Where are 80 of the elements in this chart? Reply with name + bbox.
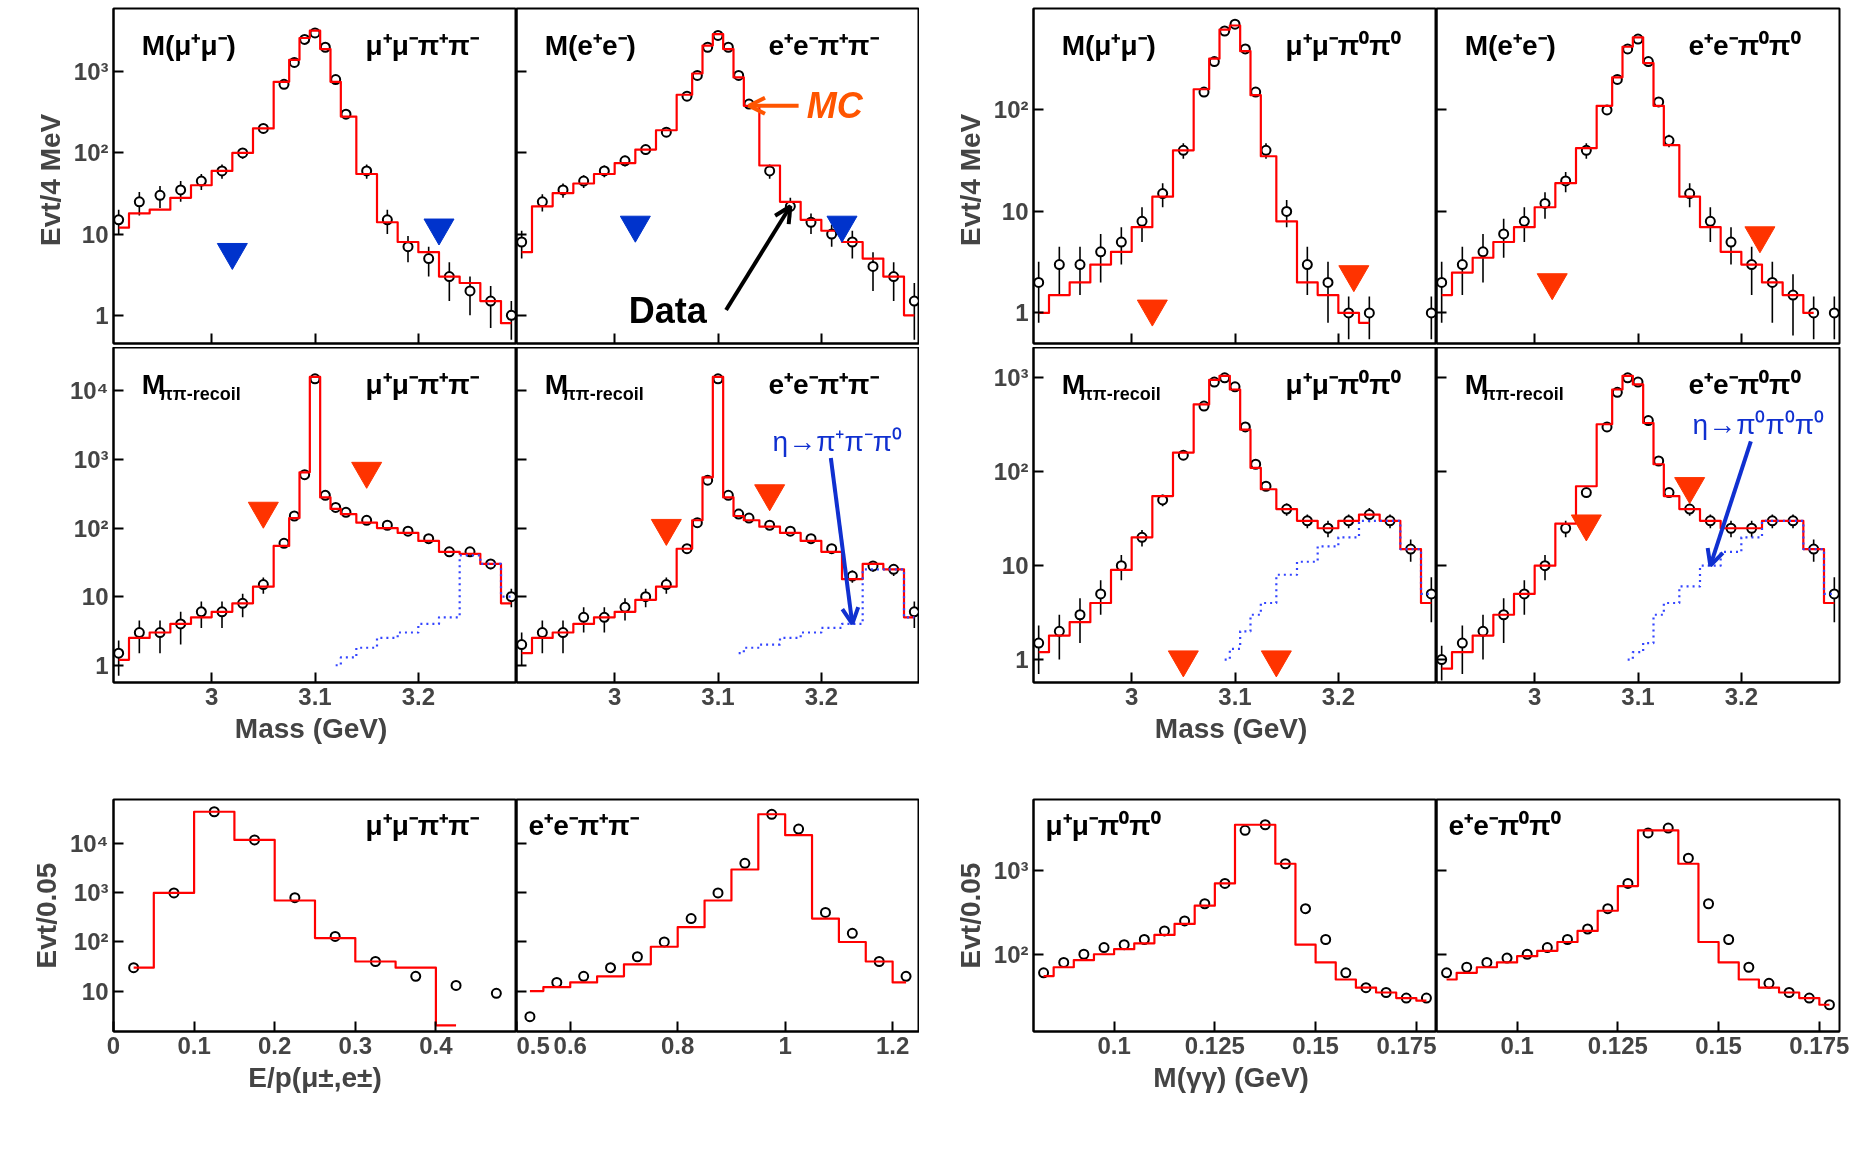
x-tick-label: 0.125 (1184, 1031, 1245, 1059)
annotation: e⁺e⁻π⁰π⁰ (1688, 29, 1801, 61)
annotation: e⁺e⁻π⁺π⁻ (768, 29, 879, 61)
x-tick-label: 3 (1527, 682, 1542, 710)
annotation: Data (628, 289, 708, 331)
y-tick-label: 1 (1015, 646, 1029, 674)
y-tick-label: 10³ (73, 446, 109, 474)
y-tick-label: 10² (73, 928, 109, 956)
x-tick-label: 3 (1124, 682, 1139, 710)
x-tick-label: 1.2 (875, 1031, 910, 1059)
annotation: e⁺e⁻π⁰π⁰ (1448, 809, 1561, 841)
x-tick-label: 3.1 (701, 682, 735, 710)
annotation: μ⁺μ⁻π⁺π⁻ (365, 29, 479, 61)
y-tick-label: 10 (1001, 552, 1029, 580)
y-axis-title: Evt/4 MeV (34, 113, 66, 247)
x-axis-title: E/p(μ±,e±) (248, 1061, 382, 1093)
y-tick-label: 10² (993, 96, 1029, 124)
x-tick-label: 3.1 (1621, 682, 1655, 710)
y-axis-title: Evt/4 MeV (954, 113, 986, 247)
annotation: e⁺e⁻π⁺π⁻ (528, 809, 639, 841)
x-tick-label: 0.2 (258, 1031, 292, 1059)
y-tick-label: 10 (81, 220, 109, 248)
y-tick-label: 10 (81, 583, 109, 611)
x-tick-label: 3.1 (298, 682, 332, 710)
x-axis-title: Mass (GeV) (1154, 712, 1308, 744)
x-tick-label: 0 (106, 1031, 121, 1059)
y-tick-label: 10³ (993, 856, 1029, 884)
y-tick-label: 10⁴ (69, 830, 109, 858)
annotation: η→π⁰π⁰π⁰ (1692, 409, 1825, 441)
x-tick-label: 0.8 (661, 1031, 695, 1059)
annotation: η→π⁺π⁻π⁰ (772, 425, 903, 457)
annotation: μ⁺μ⁻π⁰π⁰ (1285, 29, 1401, 61)
x-tick-label: 3.2 (401, 682, 436, 710)
y-tick-label: 10⁴ (69, 377, 109, 405)
x-tick-label: 0.125 (1587, 1031, 1648, 1059)
annotation: μ⁺μ⁻π⁺π⁻ (365, 809, 479, 841)
x-tick-label: 0.1 (177, 1031, 211, 1059)
annotation: μ⁺μ⁻π⁺π⁻ (365, 368, 479, 400)
x-tick-label: 3.2 (1724, 682, 1759, 710)
annotation: M(e⁺e⁻) (1464, 29, 1556, 61)
x-tick-label: 3.2 (1321, 682, 1356, 710)
x-axis-title: M(γγ) (GeV) (1153, 1061, 1309, 1093)
annotation: e⁺e⁻π⁺π⁻ (768, 368, 879, 400)
y-tick-label: 10 (81, 977, 109, 1005)
y-tick-label: 10³ (73, 879, 109, 907)
y-tick-label: 10² (993, 940, 1029, 968)
x-tick-label: 3.2 (804, 682, 839, 710)
y-tick-label: 10 (1001, 197, 1029, 225)
y-tick-label: 1 (95, 651, 109, 679)
y-tick-label: 10³ (993, 364, 1029, 392)
x-tick-label: 3.1 (1218, 682, 1252, 710)
annotation: M(μ⁺μ⁻) (141, 29, 236, 61)
x-tick-label: 3 (204, 682, 219, 710)
x-axis-title: Mass (GeV) (234, 712, 388, 744)
annotation: μ⁺μ⁻π⁰π⁰ (1045, 809, 1161, 841)
x-tick-label: 0.4 (419, 1031, 454, 1059)
x-tick-label: 0.1 (1097, 1031, 1131, 1059)
y-tick-label: 10³ (73, 58, 109, 86)
y-tick-label: 10² (73, 514, 109, 542)
y-axis-title: Evt/0.05 (30, 862, 62, 969)
y-tick-label: 10² (73, 139, 109, 167)
y-tick-label: 10² (993, 458, 1029, 486)
annotation: MC (806, 85, 864, 127)
x-tick-label: 0.15 (1292, 1031, 1339, 1059)
x-tick-label: 0.175 (1376, 1031, 1437, 1059)
x-tick-label: 0.3 (338, 1031, 372, 1059)
x-tick-label: 1 (778, 1031, 792, 1059)
x-tick-label: 3 (607, 682, 622, 710)
annotation: e⁺e⁻π⁰π⁰ (1688, 368, 1801, 400)
x-tick-label: 0.175 (1789, 1031, 1850, 1059)
annotation: M(μ⁺μ⁻) (1061, 29, 1156, 61)
y-axis-title: Evt/0.05 (954, 862, 986, 969)
annotation: μ⁺μ⁻π⁰π⁰ (1285, 368, 1401, 400)
x-tick-label: 0.5 (516, 1031, 550, 1059)
y-tick-label: 1 (95, 301, 109, 329)
x-tick-label: 0.15 (1695, 1031, 1742, 1059)
annotation: M(e⁺e⁻) (544, 29, 636, 61)
x-tick-label: 0.1 (1500, 1031, 1534, 1059)
y-tick-label: 1 (1015, 299, 1029, 327)
x-tick-label: 0.6 (553, 1031, 587, 1059)
